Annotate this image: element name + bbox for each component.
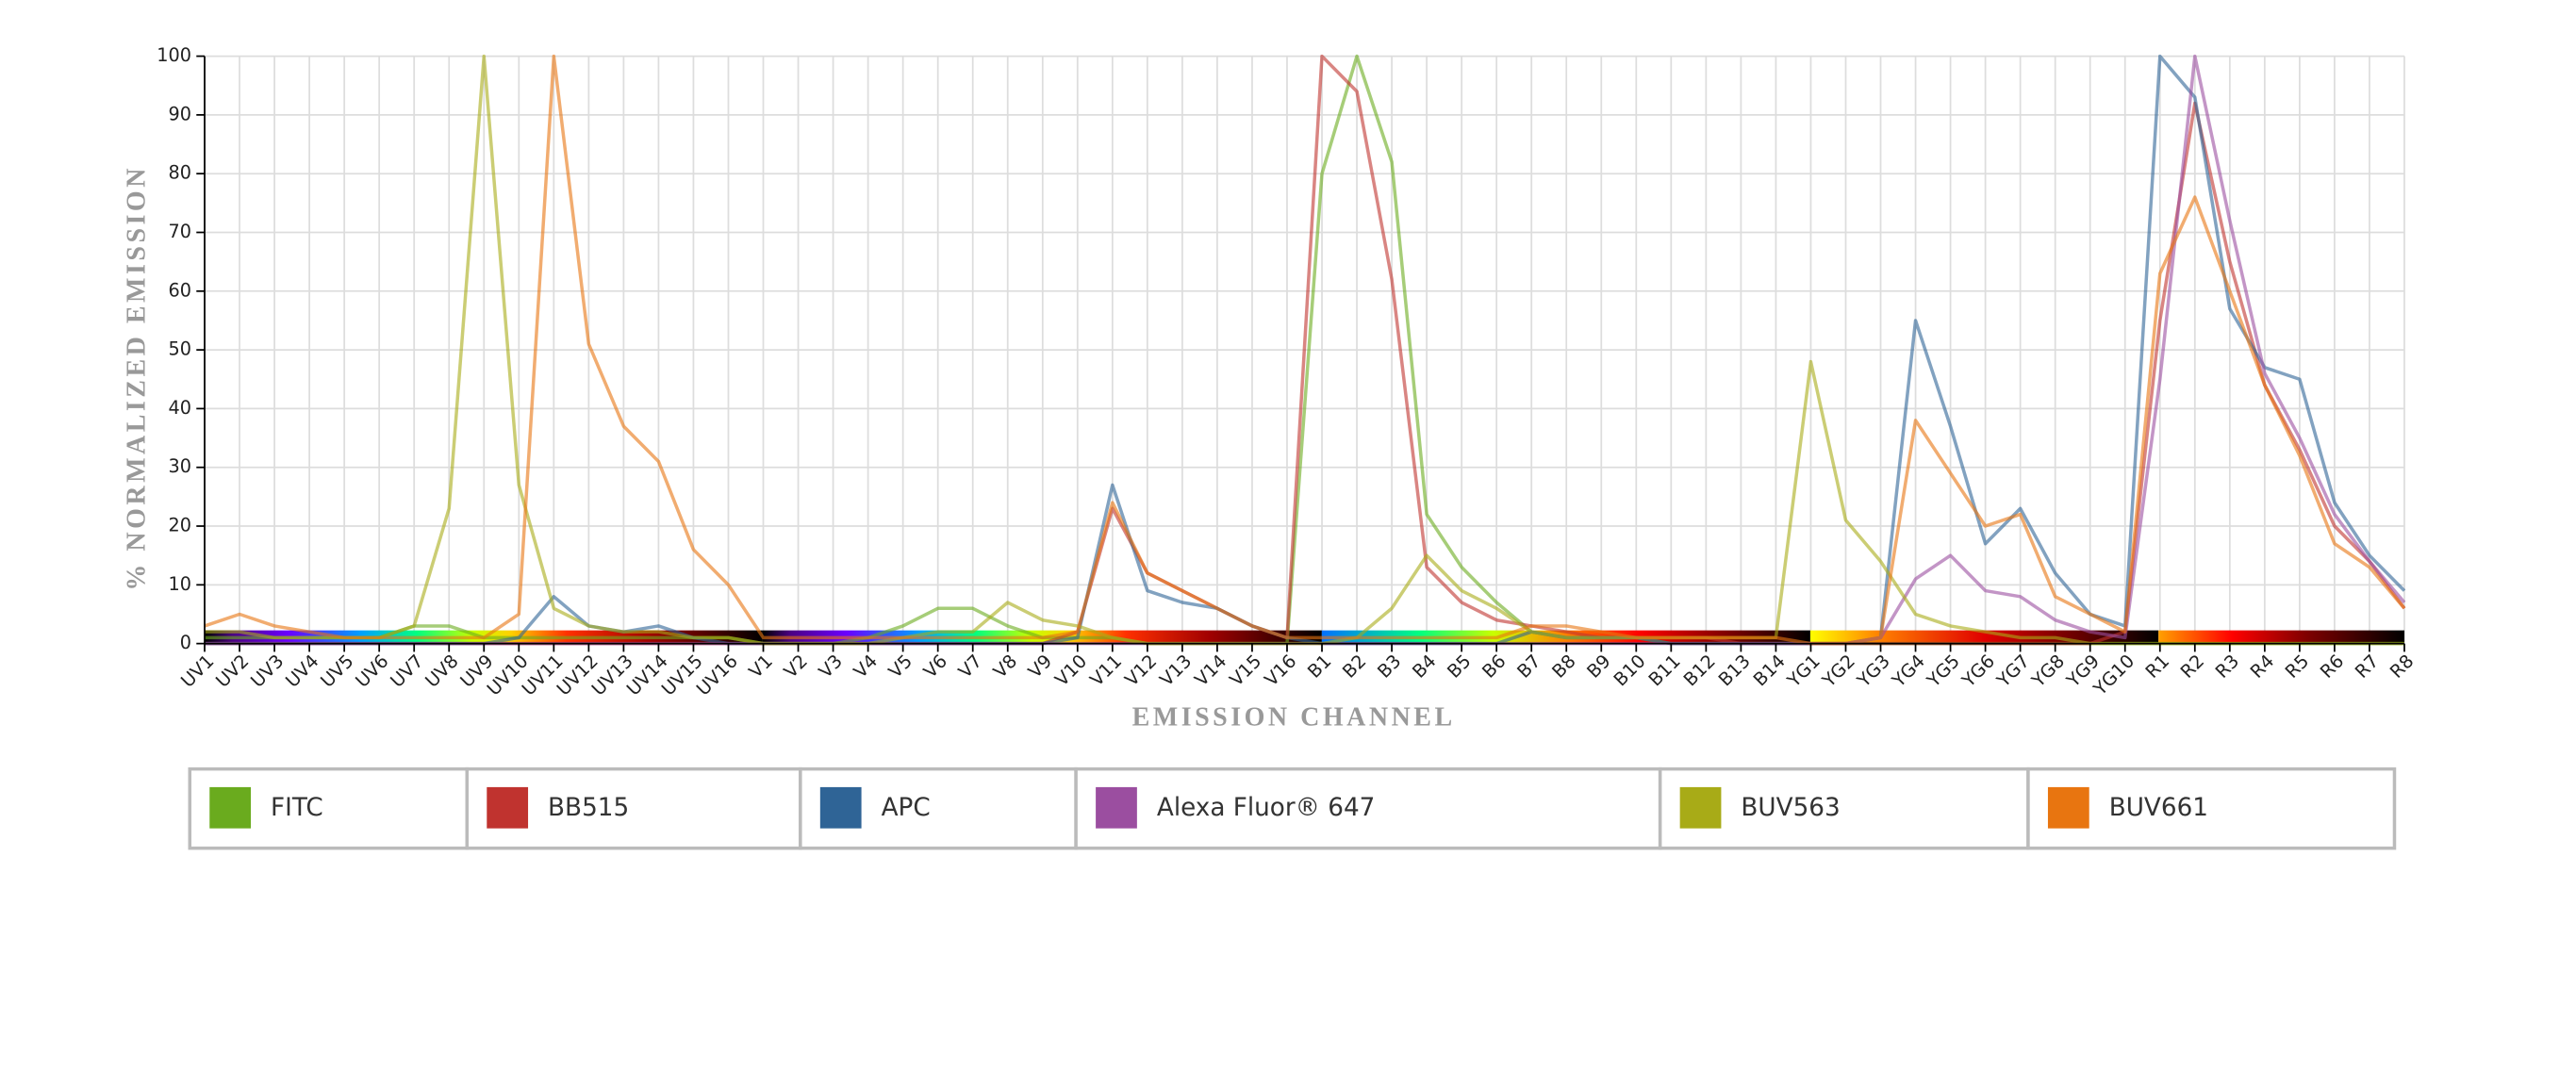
x-tick-label: V6 (919, 651, 951, 683)
x-tick-label: V5 (884, 651, 916, 683)
y-tick-label: 50 (169, 338, 192, 360)
x-tick-label: YG6 (1957, 651, 2000, 693)
x-tick-label: V16 (1261, 651, 1301, 691)
legend-swatch (209, 786, 252, 829)
x-tick-label: B12 (1679, 651, 1720, 691)
legend-label: APC (882, 794, 931, 822)
x-tick-label: B7 (1512, 651, 1544, 683)
y-tick-label: 100 (157, 44, 191, 66)
x-tick-label: V2 (780, 651, 812, 683)
x-tick-label: UV7 (386, 651, 427, 692)
x-tick-label: V8 (989, 651, 1021, 683)
x-tick-label: V13 (1155, 651, 1196, 691)
legend-cell (1074, 766, 1662, 850)
x-tick-label: V12 (1120, 651, 1161, 691)
legend-label: BUV661 (2109, 794, 2208, 822)
x-tick-label: UV2 (211, 651, 253, 692)
x-tick-label: YG5 (1922, 651, 1964, 693)
x-axis-title: EMISSION CHANNEL (1132, 703, 1456, 733)
legend-swatch (487, 786, 529, 829)
series-line (204, 54, 2406, 646)
legend-label: BUV563 (1741, 794, 1840, 822)
x-tick-label: UV6 (351, 651, 392, 692)
x-tick-label: UV1 (176, 651, 218, 692)
x-tick-label: YG4 (1887, 651, 1929, 693)
x-tick-label: B13 (1714, 651, 1755, 691)
x-tick-label: YG7 (1992, 651, 2035, 693)
x-tick-label: V9 (1024, 651, 1056, 683)
series-line (205, 54, 2406, 646)
x-tick-label: R1 (2141, 651, 2173, 683)
x-tick-label: R4 (2246, 651, 2278, 683)
x-tick-label: B4 (1408, 651, 1440, 683)
x-tick-label: UV5 (316, 651, 357, 692)
y-tick-label: 80 (169, 162, 192, 184)
x-tick-label: B3 (1373, 651, 1405, 683)
y-axis-title: % NORMALIZED EMISSION (122, 165, 151, 591)
legend-swatch (819, 786, 862, 829)
x-tick-label: B5 (1443, 651, 1475, 683)
x-tick-label: R6 (2316, 651, 2348, 683)
x-tick-label: UV4 (281, 651, 322, 692)
x-tick-label: V7 (954, 651, 986, 683)
x-tick-label: B6 (1478, 651, 1510, 683)
x-tick-label: YG2 (1817, 651, 1859, 693)
legend-swatch (1679, 786, 1722, 829)
x-tick-label: UV3 (246, 651, 288, 692)
x-tick-label: R3 (2211, 651, 2243, 683)
x-tick-label: YG1 (1782, 651, 1825, 693)
x-tick-label: B14 (1749, 651, 1790, 691)
spectrum-r (2158, 630, 2404, 644)
y-tick-label: 60 (169, 279, 192, 301)
x-tick-label: B9 (1582, 651, 1614, 683)
legend-label: FITC (271, 794, 323, 822)
x-tick-label: V11 (1085, 651, 1126, 691)
x-tick-label: B10 (1610, 651, 1650, 691)
x-tick-label: B8 (1547, 651, 1579, 683)
x-tick-label: R2 (2176, 651, 2208, 683)
legend-label: BB515 (548, 794, 629, 822)
y-tick-label: 90 (169, 103, 192, 124)
x-tick-label: R5 (2281, 651, 2313, 683)
x-tick-label: V3 (815, 651, 847, 683)
x-tick-label: UV8 (421, 651, 462, 692)
x-tick-label: B2 (1338, 651, 1370, 683)
y-tick-label: 70 (169, 221, 192, 242)
y-tick-label: 20 (169, 515, 192, 536)
y-tick-label: 30 (169, 455, 192, 477)
legend-swatch (2047, 786, 2089, 829)
legend-label: Alexa Fluor® 647 (1157, 794, 1375, 822)
x-tick-label: V1 (745, 651, 777, 683)
y-tick-label: 40 (169, 397, 192, 419)
x-tick-label: V10 (1050, 651, 1091, 691)
legend-cell (1658, 766, 2030, 850)
x-tick-label: B1 (1303, 651, 1335, 683)
legend: FITC BB515 APC Alexa Fluor® 647 BUV563 BUV661 (188, 766, 2397, 850)
x-tick-label: YG3 (1852, 651, 1894, 693)
x-tick-label: B11 (1644, 651, 1685, 691)
x-tick-label: R8 (2386, 651, 2418, 683)
x-tick-label: R7 (2351, 651, 2383, 683)
x-tick-label: YG8 (2027, 651, 2070, 693)
x-tick-label: V15 (1225, 651, 1265, 691)
legend-swatch (1096, 786, 1137, 829)
x-tick-label: V14 (1190, 651, 1230, 691)
y-tick-label: 0 (180, 632, 191, 653)
x-tick-label: V4 (850, 651, 882, 683)
y-tick-label: 10 (169, 573, 192, 595)
